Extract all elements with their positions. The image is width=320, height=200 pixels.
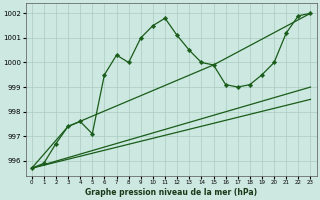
X-axis label: Graphe pression niveau de la mer (hPa): Graphe pression niveau de la mer (hPa) — [85, 188, 257, 197]
